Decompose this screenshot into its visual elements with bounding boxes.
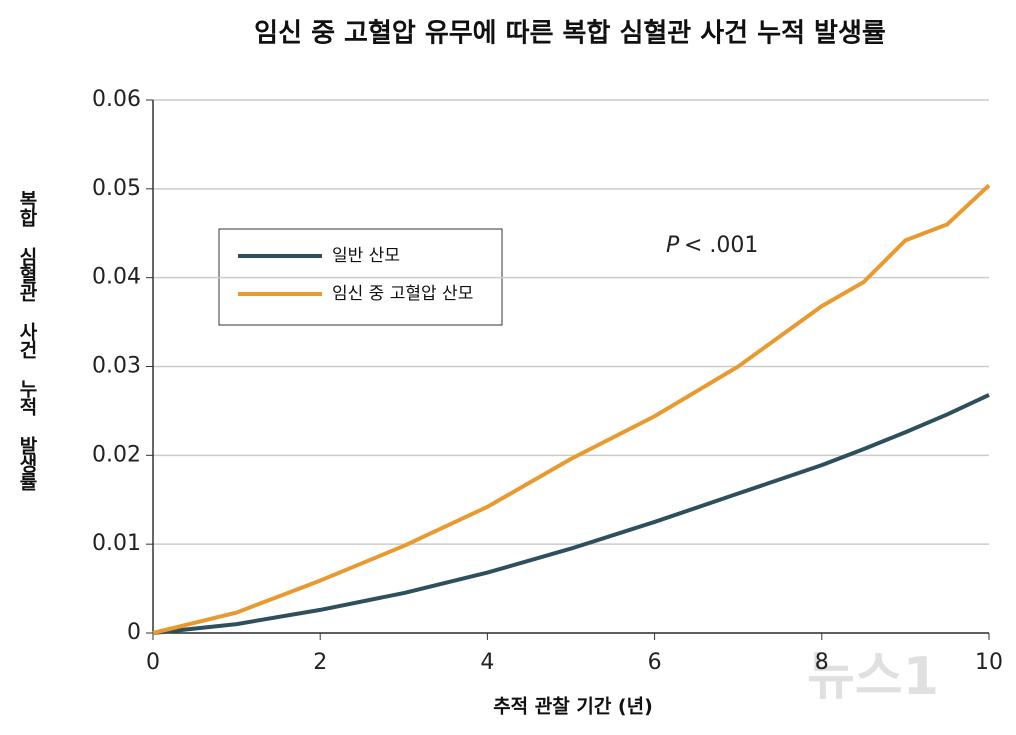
- legend-label: 임신 중 고혈압 산모: [332, 284, 473, 304]
- watermark: 뉴스1: [807, 647, 939, 707]
- y-tick-label: 0.05: [92, 176, 141, 201]
- legend-label: 일반 산모: [332, 246, 400, 266]
- x-tick-label: 2: [313, 650, 327, 675]
- y-tick-label: 0.02: [92, 442, 141, 467]
- y-axis-label: 복합 심혈관 사건 누적 발생률: [16, 190, 38, 490]
- series-line: [152, 183, 991, 635]
- annotation-p: P: [666, 233, 680, 258]
- series-line: [152, 393, 990, 635]
- annotation-text: < .001: [684, 233, 758, 258]
- x-tick-label: 0: [146, 650, 160, 675]
- chart-title: 임신 중 고혈압 유무에 따른 복합 심혈관 사건 누적 발생률: [254, 19, 886, 49]
- y-tick-label: 0.01: [92, 531, 141, 556]
- x-tick-label: 8: [815, 650, 829, 675]
- y-tick-label: 0.06: [92, 87, 141, 112]
- y-tick-label: 0.03: [92, 354, 141, 379]
- y-tick-label: 0.04: [92, 265, 141, 290]
- x-axis-label: 추적 관찰 기간 (년): [493, 696, 653, 718]
- y-tick-label: 0: [127, 620, 141, 645]
- x-tick-label: 6: [648, 650, 662, 675]
- x-tick-label: 4: [480, 650, 494, 675]
- x-tick-label: 10: [975, 650, 1003, 675]
